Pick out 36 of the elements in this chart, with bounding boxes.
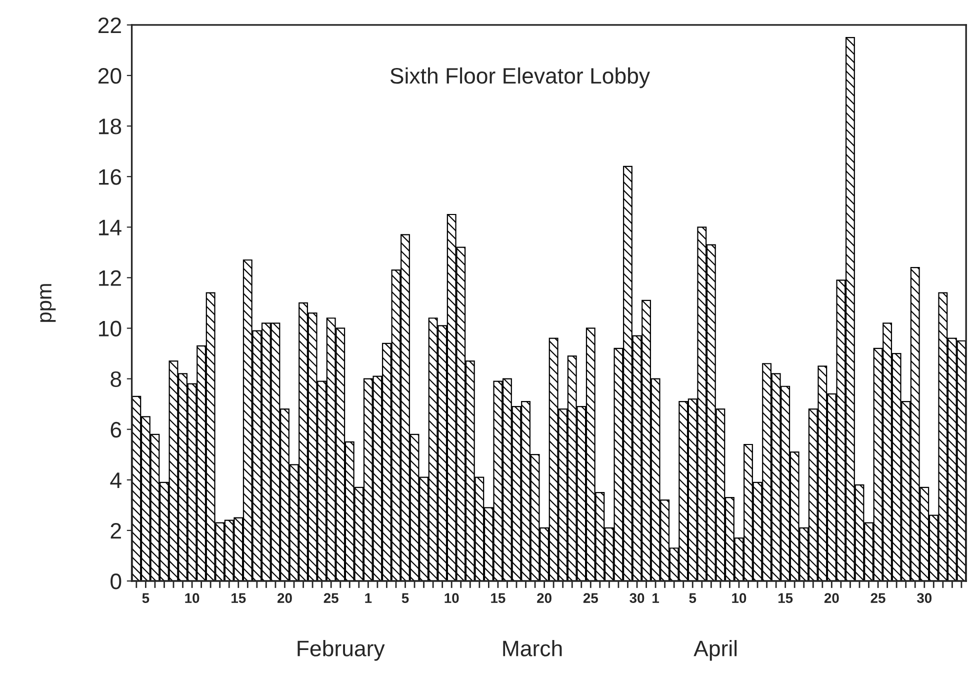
y-tick-label: 18 [99, 118, 122, 134]
y-tick-label: 16 [99, 169, 122, 185]
x-tick-label: 30 [630, 593, 644, 604]
x-tick-label: 20 [537, 593, 552, 603]
x-tick-label: 5 [142, 593, 150, 603]
text: Sixth Floor Elevator Lobby [390, 67, 650, 88]
x-tick-label: 1 [365, 593, 372, 603]
x-tick-label: 15 [491, 593, 506, 603]
y-axis-title: ppm [40, 284, 56, 322]
y-tick-label: 2 [110, 522, 121, 538]
y-tick-label: 6 [110, 422, 122, 438]
text: April [694, 640, 737, 661]
x-tick-label: 15 [778, 593, 793, 603]
x-tick-label: 15 [232, 593, 246, 603]
y-tick-label: 14 [99, 220, 122, 236]
x-tick-label: 5 [689, 593, 696, 603]
y-tick-label: 22 [98, 17, 121, 33]
x-tick-label: 10 [732, 593, 746, 603]
x-tick-label: 30 [916, 593, 932, 604]
x-tick-label: 1 [652, 593, 660, 603]
x-tick-label: 10 [444, 593, 459, 603]
x-tick-label: 10 [185, 593, 200, 603]
x-tick-label: 25 [870, 593, 886, 603]
x-tick-label: 20 [824, 593, 839, 603]
x-tick-label: 25 [583, 593, 598, 603]
y-tick-label: 8 [110, 371, 122, 388]
text: February [298, 640, 385, 661]
x-tick-label: 5 [402, 593, 409, 603]
y-tick-label: 20 [98, 68, 122, 84]
x-tick-label: 25 [324, 593, 338, 603]
y-tick-label: 4 [110, 472, 122, 488]
x-tick-label: 20 [278, 593, 292, 603]
y-tick-label: 0 [110, 574, 122, 590]
text: March [503, 640, 562, 656]
y-tick-label: 12 [99, 270, 121, 286]
y-tick-label: 10 [99, 320, 122, 337]
